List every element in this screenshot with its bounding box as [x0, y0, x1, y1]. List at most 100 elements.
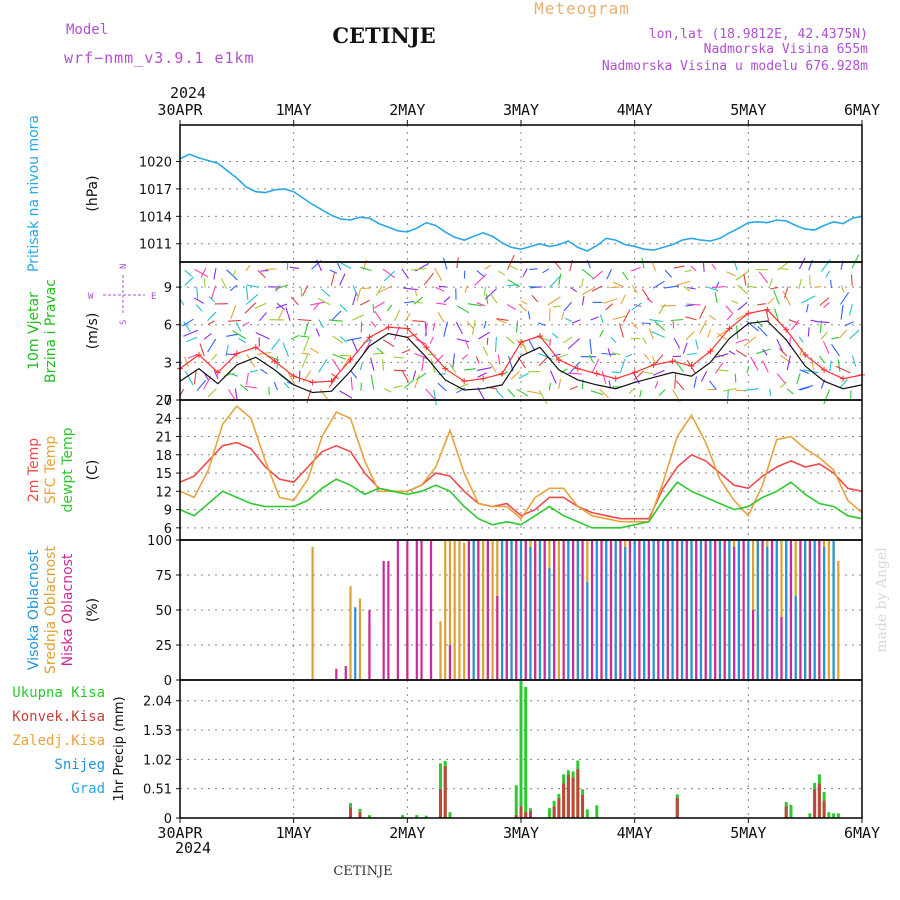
wind-arrow	[522, 268, 528, 277]
precip-bar	[415, 815, 419, 818]
wind-arrow	[589, 339, 593, 355]
wind-arrow	[505, 336, 515, 345]
wind-arrow	[238, 337, 246, 344]
wind-arrow	[651, 261, 657, 272]
gust-marker	[328, 378, 335, 385]
wind-arrow	[686, 303, 701, 306]
gust-marker	[707, 348, 714, 355]
wind-arrow	[799, 347, 803, 356]
wind-arrow	[184, 276, 195, 286]
year-bottom: 2024	[175, 839, 211, 857]
wind-arrow	[363, 339, 372, 354]
wind-arrow	[776, 373, 787, 385]
wind-arrow	[199, 343, 205, 356]
wind-arrow	[716, 329, 728, 339]
wind-arrow	[757, 303, 766, 306]
wind-arrow	[737, 284, 748, 295]
wind-arrow	[527, 311, 531, 320]
wind-arrow-field	[179, 254, 860, 406]
wind-arrow	[620, 294, 626, 305]
wind-arrow	[461, 354, 468, 360]
wind-arrow	[592, 270, 603, 280]
gust-marker	[574, 365, 581, 372]
wind-arrow	[590, 316, 599, 321]
year-top: 2024	[170, 84, 206, 102]
wind-arrow	[352, 292, 357, 306]
cloud-bar	[813, 540, 816, 680]
wind-arrow	[555, 353, 569, 360]
wind-arrow	[393, 326, 400, 340]
wind-arrow	[303, 321, 310, 336]
y-tick-label: 50	[155, 604, 172, 619]
gust-marker	[233, 350, 240, 357]
gust-marker	[802, 351, 809, 358]
wind-arrow	[374, 301, 385, 309]
cloud-bar	[837, 561, 840, 680]
wind-arrow	[498, 270, 506, 276]
wind-arrow	[271, 338, 281, 350]
wind-arrow	[652, 280, 665, 289]
cloud-bar	[486, 540, 489, 680]
wind-arrow	[581, 268, 595, 279]
wind-arrow	[839, 329, 848, 338]
wind-arrow	[456, 305, 470, 314]
cloud-label: Visoka Oblacnost Srednja Oblacnost Niska O…	[26, 546, 101, 674]
wind-arrow	[693, 376, 698, 388]
wind-arrow	[737, 301, 748, 311]
wind-arrow	[548, 382, 552, 391]
cloud-bar	[576, 540, 579, 680]
cloud-bar	[747, 540, 750, 680]
wind-arrow	[734, 373, 737, 383]
cloud-bar	[406, 540, 409, 680]
wind-arrow	[442, 257, 448, 270]
wind-arrow	[549, 370, 557, 384]
wind-arrow	[796, 373, 801, 385]
cloud-bar	[463, 542, 466, 680]
wind-arrow	[658, 389, 666, 396]
y-tick-label: 18	[155, 449, 172, 464]
wind-arrow	[497, 354, 501, 365]
wind-arrow	[245, 293, 259, 305]
wind-arrow	[486, 337, 489, 345]
wind-arrow	[436, 302, 447, 305]
cloud-bar	[382, 561, 385, 680]
wind-arrow	[318, 359, 328, 373]
precip-bar	[349, 807, 352, 818]
cloud-bar	[780, 540, 783, 680]
cloud-label-line: Visoka Oblacnost	[26, 549, 42, 670]
wind-arrow	[360, 299, 370, 306]
wind-arrow	[234, 388, 238, 400]
wind-label-line: Brzina i Pravac	[43, 279, 59, 383]
cloud-bar	[496, 596, 499, 680]
wind-arrow	[591, 285, 603, 292]
y-tick-label: 9	[164, 281, 172, 296]
wind-arrow	[608, 380, 612, 389]
wind-arrow	[569, 385, 578, 390]
wind-arrow	[618, 323, 624, 338]
temperature-label-line: 2m Temp	[26, 438, 42, 502]
wind-arrow	[484, 264, 492, 270]
wind-arrow	[798, 257, 806, 270]
wind-arrow	[288, 372, 296, 386]
wind-arrow	[257, 269, 266, 278]
cloud-bar	[728, 540, 731, 680]
cloud-label-line: Niska Oblacnost	[60, 553, 76, 666]
cloud-bar	[695, 540, 698, 680]
wind-arrow	[830, 279, 832, 289]
wind-arrow	[714, 362, 724, 374]
wind-arrow	[245, 286, 249, 300]
wind-arrow	[277, 309, 284, 321]
wind-arrow	[765, 309, 770, 322]
wind-arrow	[339, 390, 353, 399]
wind-arrow	[320, 288, 331, 297]
x-tick-top: 6MAY	[844, 101, 880, 119]
wind-arrow	[297, 318, 312, 322]
precip-panel: 0 0.51 1.02 1.53 2.04	[143, 679, 863, 827]
compass-s: S	[119, 320, 129, 325]
cloud-bar	[600, 540, 603, 680]
precip-bar	[576, 769, 580, 818]
wind-arrow	[303, 336, 310, 352]
compass-w: W	[88, 292, 94, 302]
wind-arrow	[423, 272, 434, 286]
wind-arrow	[360, 266, 372, 272]
